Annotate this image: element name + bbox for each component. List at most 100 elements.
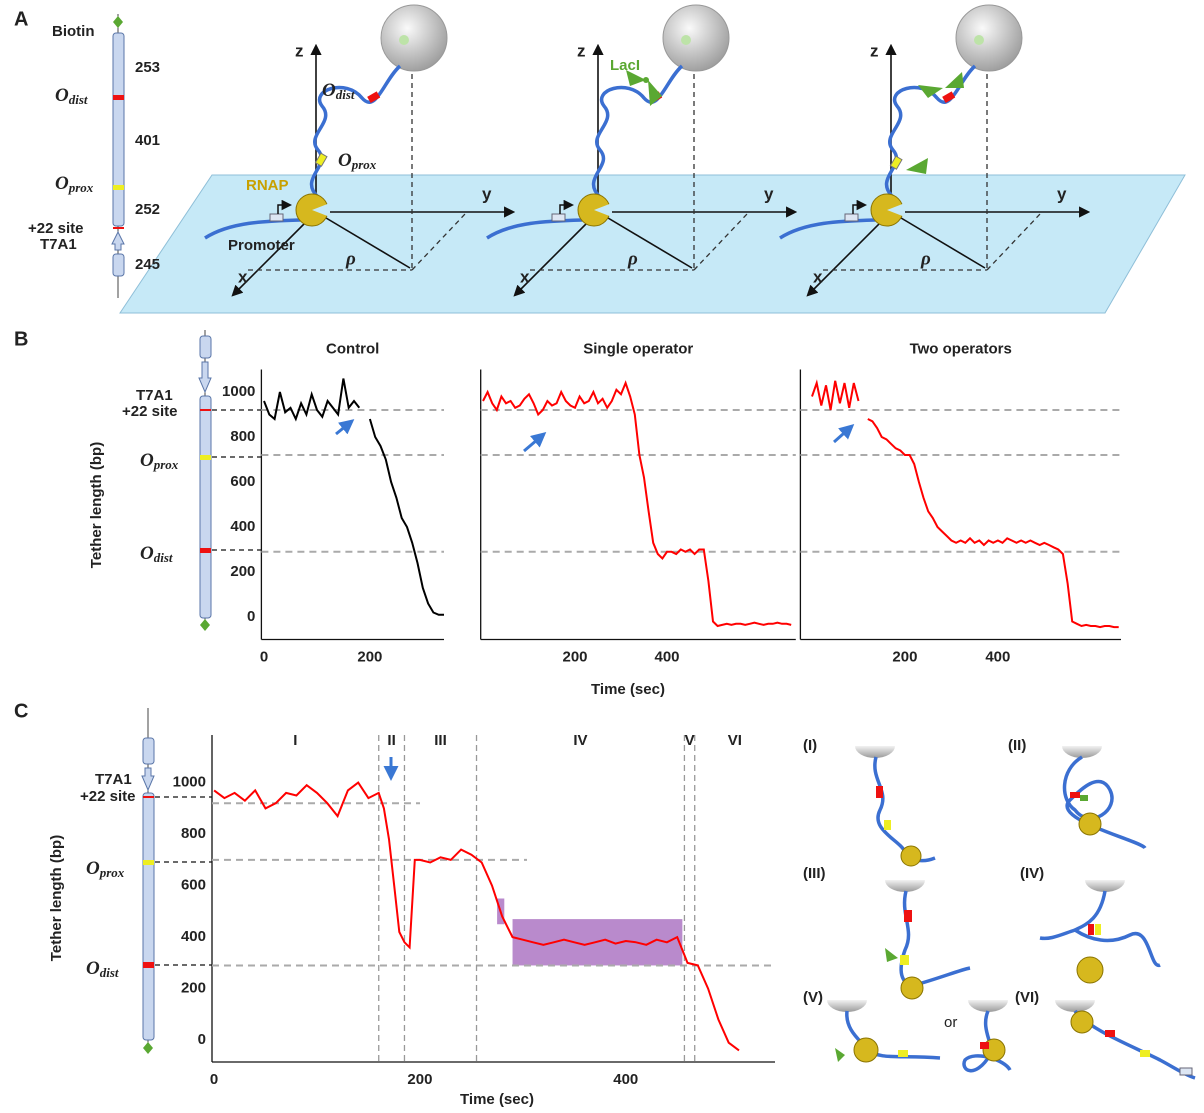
y-tick-label: 800: [181, 825, 206, 842]
operator-label: Oprox: [86, 858, 125, 880]
label: T7A1: [40, 236, 77, 253]
diagram-1-features: Oprox Odist RNAP Promoter: [228, 80, 381, 254]
region-label: II: [387, 732, 395, 749]
construct-a: Biotin 253 401 252 245 +22 site T7A1 Odi…: [28, 14, 160, 298]
trace: [811, 379, 860, 411]
region-label: VI: [728, 732, 742, 749]
x-tick-label: 200: [892, 648, 917, 665]
diagram-2-features: LacI: [610, 57, 663, 106]
y-tick-label: 0: [198, 1031, 206, 1048]
y-axis-label: Tether length (bp): [48, 835, 65, 961]
operator-label: Odist: [140, 543, 173, 565]
tether-diagram: z y x ρ: [486, 4, 798, 297]
chart-title: Single operator: [583, 340, 693, 357]
operator-label: Odist: [86, 958, 119, 980]
o: O: [322, 80, 336, 101]
trace: [368, 418, 444, 616]
x-axis-label: Time (sec): [591, 681, 665, 698]
label: Biotin: [52, 23, 95, 40]
length-label: 401: [135, 132, 160, 149]
axis-label: z: [577, 41, 586, 60]
region-label: V: [685, 732, 695, 749]
axis-label: x: [520, 267, 530, 286]
trace: [263, 378, 361, 422]
axis-label: y: [764, 184, 774, 203]
y-tick-label: 600: [181, 877, 206, 894]
trace: [213, 781, 740, 1052]
length-label: 252: [135, 201, 160, 218]
label: +22 site: [80, 788, 135, 805]
operator-label: Odist: [55, 85, 88, 107]
construct-c: T7A1 +22 site Oprox Odist: [80, 708, 212, 1054]
y-tick-label: 400: [181, 928, 206, 945]
or-label: or: [944, 1014, 957, 1031]
state-label: (IV): [1020, 865, 1044, 882]
region-label: III: [434, 732, 447, 749]
label: T7A1: [136, 387, 173, 404]
rnap-label: RNAP: [246, 177, 289, 194]
chart-title: Control: [326, 340, 379, 357]
operator-label: Oprox: [55, 173, 94, 195]
state-label: (II): [1008, 737, 1026, 754]
o: O: [55, 85, 69, 106]
y-tick-label: 600: [230, 473, 255, 490]
axis-label: x: [238, 267, 248, 286]
axis-label: y: [482, 184, 492, 203]
tether-diagram: z y x ρ: [204, 4, 516, 297]
axis-label: ρ: [920, 248, 931, 269]
construct-b: T7A1 +22 site Oprox Odist: [122, 330, 262, 631]
x-tick-label: 400: [654, 648, 679, 665]
o: O: [338, 150, 352, 171]
laci-label: LacI: [610, 57, 640, 74]
arrow: [335, 419, 355, 436]
x-tick-label: 400: [613, 1071, 638, 1088]
o-sub: dist: [69, 92, 88, 107]
length-label: 253: [135, 59, 160, 76]
length-label: 245: [135, 256, 160, 273]
operator-label: Oprox: [338, 150, 377, 172]
o: O: [140, 543, 154, 564]
axis-label: x: [813, 267, 823, 286]
x-axis-label: Time (sec): [460, 1091, 534, 1108]
state-label: (I): [803, 737, 817, 754]
label: +22 site: [28, 220, 83, 237]
o: O: [55, 173, 69, 194]
o: O: [86, 958, 100, 979]
x-tick-label: 400: [985, 648, 1010, 665]
o-sub: dist: [336, 87, 355, 102]
o-sub: prox: [99, 865, 125, 880]
y-tick-label: 800: [230, 428, 255, 445]
state-label: (III): [803, 865, 826, 882]
panel-label: B: [14, 328, 28, 350]
label: +22 site: [122, 403, 177, 420]
x-tick-label: 200: [357, 648, 382, 665]
label: T7A1: [95, 771, 132, 788]
o-sub: prox: [153, 457, 179, 472]
x-tick-label: 200: [562, 648, 587, 665]
y-tick-label: 1000: [173, 774, 206, 791]
axis-label: ρ: [627, 248, 638, 269]
axis-label: z: [870, 41, 879, 60]
o-sub: prox: [68, 180, 94, 195]
chart-title: Two operators: [910, 340, 1012, 357]
trace: [867, 418, 1119, 629]
promoter-label: Promoter: [228, 237, 295, 254]
trace: [482, 380, 792, 628]
operator-label: Oprox: [140, 450, 179, 472]
y-tick-label: 200: [181, 980, 206, 997]
x-tick-label: 0: [260, 648, 268, 665]
y-tick-label: 1000: [222, 383, 255, 400]
axis-label: z: [295, 41, 304, 60]
o: O: [140, 450, 154, 471]
x-tick-label: 200: [407, 1071, 432, 1088]
region-label: I: [293, 732, 297, 749]
axis-label: ρ: [345, 248, 356, 269]
state-label: (V): [803, 989, 823, 1006]
o-sub: dist: [154, 550, 173, 565]
region-label: IV: [573, 732, 587, 749]
y-tick-label: 200: [230, 563, 255, 580]
y-tick-label: 400: [230, 518, 255, 535]
panel-label: C: [14, 700, 28, 722]
arrow: [833, 424, 855, 444]
